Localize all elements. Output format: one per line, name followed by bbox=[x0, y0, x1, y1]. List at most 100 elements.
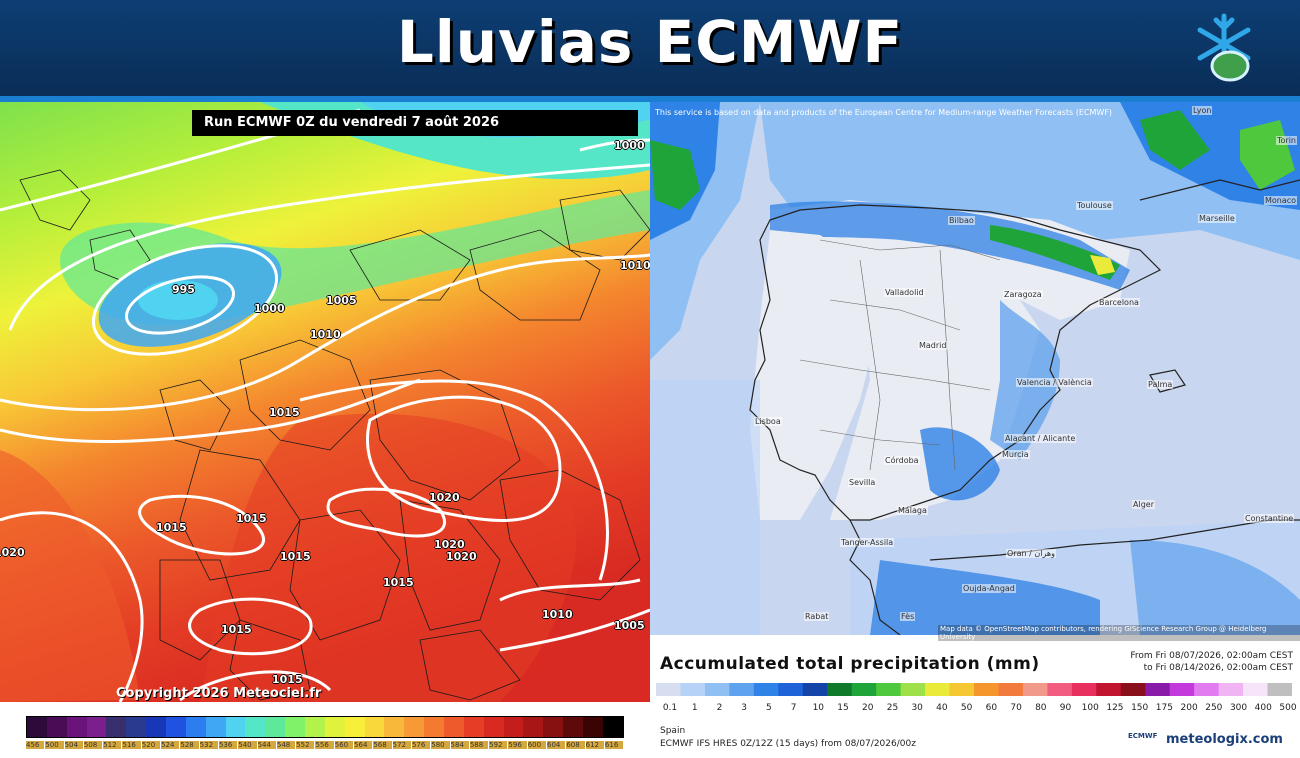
city-label: Madrid bbox=[918, 341, 948, 350]
scale-swatch bbox=[753, 683, 779, 696]
legend-swatch bbox=[126, 717, 147, 737]
scale-tick: 25 bbox=[886, 703, 899, 713]
scale-swatch bbox=[827, 683, 853, 696]
legend-label: 512 bbox=[103, 741, 122, 749]
isobar-label: 1000 bbox=[254, 302, 285, 315]
legend-swatch bbox=[384, 717, 405, 737]
scale-swatch bbox=[1218, 683, 1244, 696]
range-from: From Fri 08/07/2026, 02:00am CEST bbox=[1130, 651, 1293, 661]
scale-tick: 1 bbox=[691, 703, 698, 713]
range-to: to Fri 08/14/2026, 02:00am CEST bbox=[1143, 663, 1293, 673]
scale-tick: 400 bbox=[1254, 703, 1272, 713]
city-label: Málaga bbox=[897, 506, 928, 515]
legend-swatch bbox=[46, 717, 67, 737]
isobar-label: 1020 bbox=[429, 491, 460, 504]
legend-swatch bbox=[444, 717, 464, 737]
legend-label: 556 bbox=[315, 741, 334, 749]
legend-swatch bbox=[543, 717, 564, 737]
scale-swatch bbox=[778, 683, 804, 696]
legend-label: 508 bbox=[83, 741, 103, 749]
city-label: Valladolid bbox=[884, 288, 925, 297]
scale-swatch bbox=[802, 683, 828, 696]
scale-tick: 100 bbox=[1081, 703, 1099, 713]
legend-label: 604 bbox=[547, 741, 566, 749]
map-attribution: Map data © OpenStreetMap contributors, r… bbox=[938, 625, 1300, 641]
scale-swatch bbox=[876, 683, 902, 696]
legend-label: 596 bbox=[508, 741, 527, 749]
geopotential-color-scale bbox=[26, 716, 624, 738]
scale-tick: 10 bbox=[812, 703, 825, 713]
legend-swatch bbox=[285, 717, 306, 737]
legend-swatch bbox=[344, 717, 365, 737]
scale-tick: 40 bbox=[936, 703, 948, 713]
city-label: Oran / وهران bbox=[1006, 549, 1056, 558]
scale-tick: 60 bbox=[985, 703, 998, 713]
city-label: Marseille bbox=[1198, 214, 1236, 223]
city-label: Córdoba bbox=[884, 456, 920, 465]
geopotential-map-canvas bbox=[0, 102, 650, 702]
copyright-text: Copyright 2026 Meteociel.fr bbox=[116, 686, 322, 701]
scale-tick: 175 bbox=[1155, 703, 1173, 713]
isobar-label: 1010 bbox=[620, 259, 651, 272]
geopotential-map bbox=[0, 102, 650, 702]
scale-swatch bbox=[1243, 683, 1269, 696]
precipitation-scale-labels: 0.1 1 2 3 5 7 10 15 20 25 30 40 50 60 70 80 90 100 125 150 1… bbox=[656, 703, 1297, 717]
legend-label: 568 bbox=[373, 741, 392, 749]
scale-swatch bbox=[1047, 683, 1073, 696]
legend-label: 616 bbox=[604, 741, 624, 749]
isobar-label: 1005 bbox=[326, 294, 357, 307]
scale-swatch bbox=[704, 683, 730, 696]
scale-tick: 90 bbox=[1059, 703, 1072, 713]
legend-swatch bbox=[106, 717, 127, 737]
legend-label: 560 bbox=[334, 741, 354, 749]
legend-swatch bbox=[185, 717, 206, 737]
legend-label: 540 bbox=[238, 741, 257, 749]
legend-label: 580 bbox=[431, 741, 450, 749]
legend-swatch bbox=[324, 717, 345, 737]
city-label: Lyon bbox=[1192, 106, 1213, 115]
city-label: Sevilla bbox=[848, 478, 877, 487]
city-label: Barcelona bbox=[1098, 298, 1140, 307]
scale-tick: 50 bbox=[960, 703, 973, 713]
precipitation-color-scale bbox=[656, 683, 1292, 696]
scale-swatch bbox=[1145, 683, 1171, 696]
city-label: Constantine bbox=[1244, 514, 1295, 523]
isobar-label: 1010 bbox=[310, 328, 341, 341]
city-label: Zaragoza bbox=[1003, 290, 1043, 299]
legend-label: 544 bbox=[257, 741, 276, 749]
city-label: Bilbao bbox=[948, 216, 975, 225]
scale-tick: 125 bbox=[1106, 703, 1124, 713]
legend-swatch bbox=[583, 717, 603, 737]
header-bar bbox=[0, 0, 1300, 96]
city-label: Alacant / Alicante bbox=[1004, 434, 1077, 443]
scale-tick: 30 bbox=[911, 703, 923, 713]
isobar-label: 1015 bbox=[269, 406, 300, 419]
scale-tick: 20 bbox=[862, 703, 874, 713]
legend-label: 548 bbox=[276, 741, 296, 749]
city-label: Valencia / València bbox=[1016, 378, 1093, 387]
city-label: Oujda-Angad bbox=[962, 584, 1016, 593]
legend-swatch bbox=[483, 717, 504, 737]
scale-tick: 500 bbox=[1279, 703, 1297, 713]
scale-swatch bbox=[925, 683, 951, 696]
legend-swatch bbox=[205, 717, 226, 737]
scale-swatch bbox=[949, 683, 975, 696]
isobar-label: 1015 bbox=[272, 673, 303, 686]
city-label: Monaco bbox=[1264, 196, 1298, 205]
scale-swatch bbox=[656, 683, 681, 696]
isobar-label: 1015 bbox=[221, 623, 252, 636]
legend-label: 592 bbox=[489, 741, 508, 749]
scale-tick: 200 bbox=[1180, 703, 1198, 713]
isobar-label: 1005 bbox=[614, 619, 645, 632]
city-label: Rabat bbox=[804, 612, 830, 621]
legend-label: 528 bbox=[180, 741, 199, 749]
run-label: Run ECMWF 0Z du vendredi 7 août 2026 bbox=[192, 110, 638, 136]
scale-tick: 5 bbox=[766, 703, 772, 713]
isobar-label: 1015 bbox=[280, 550, 311, 563]
meteologix-brand: meteologix.com bbox=[1166, 732, 1283, 747]
legend-swatch bbox=[602, 717, 623, 737]
city-label: Murcia bbox=[1001, 450, 1030, 459]
legend-swatch bbox=[305, 717, 325, 737]
page-title: Lluvias ECMWF bbox=[396, 8, 904, 76]
isobar-label: 1020 bbox=[0, 546, 25, 559]
